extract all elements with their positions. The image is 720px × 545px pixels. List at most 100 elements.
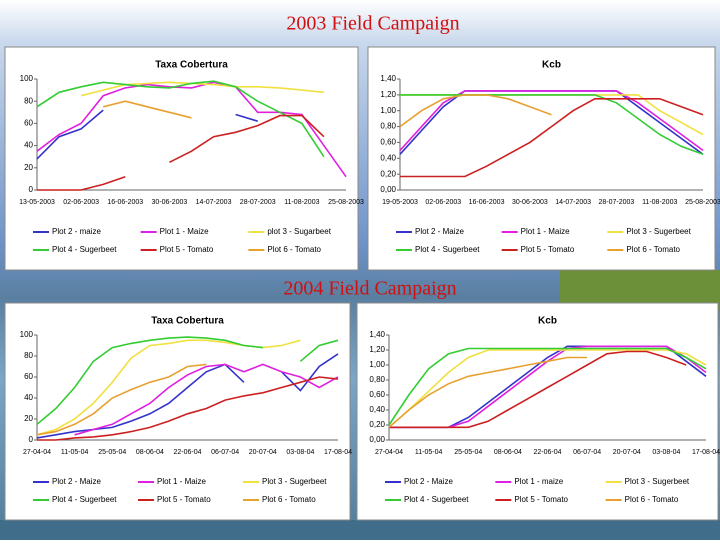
panel — [4, 46, 359, 271]
x-tick-label: 17-08-04 — [692, 449, 720, 456]
y-tick-label: 0,00 — [380, 185, 396, 194]
legend-label: Plot 3 - Sugerbeet — [262, 477, 327, 486]
x-tick-label: 25-08-2003 — [685, 199, 720, 206]
y-tick-label: 100 — [20, 74, 34, 83]
x-tick-label: 13-05-2003 — [19, 199, 55, 206]
y-tick-label: 0,40 — [380, 153, 396, 162]
y-tick-label: 0 — [29, 435, 34, 444]
series-line — [36, 353, 339, 439]
x-tick-label: 25-05-04 — [98, 449, 126, 456]
x-tick-label: 30-06-2003 — [152, 199, 188, 206]
y-tick-label: 60 — [24, 119, 33, 128]
x-tick-label: 06-07-04 — [211, 449, 239, 456]
legend-label: Plot 5 - Tomato — [157, 495, 211, 504]
series-line — [37, 114, 325, 191]
heading: 2003 Field Campaign — [286, 13, 459, 35]
y-tick-label: 0,40 — [369, 405, 385, 414]
series-line — [388, 349, 707, 428]
legend-label: Plot 6 - Tomato — [262, 495, 316, 504]
series-line — [399, 90, 704, 152]
legend-label: Plot 5 - Tomato — [521, 245, 575, 254]
x-tick-label: 25-05-04 — [454, 449, 482, 456]
series-line — [388, 347, 707, 426]
legend-label: Plot 4 - Sugerbeet — [404, 495, 469, 504]
x-tick-label: 06-07-04 — [573, 449, 601, 456]
y-tick-label: 0,60 — [369, 390, 385, 399]
chart-title: Kcb — [538, 316, 557, 327]
series-line — [80, 81, 324, 97]
x-tick-label: 27-04-04 — [375, 449, 403, 456]
x-tick-label: 02-06-2003 — [425, 199, 461, 206]
x-tick-label: 20-07-04 — [249, 449, 277, 456]
series-line — [400, 98, 704, 178]
legend-label: Plot 2 - Maize — [52, 477, 101, 486]
x-tick-label: 27-04-04 — [23, 449, 51, 456]
chart-title: Taxa Cobertura — [155, 60, 228, 71]
y-tick-label: 20 — [24, 163, 33, 172]
panel — [4, 302, 351, 521]
y-tick-label: 40 — [24, 141, 33, 150]
legend-label: Plot 4 - Sugerbeet — [52, 245, 117, 254]
x-tick-label: 30-06-2003 — [512, 199, 548, 206]
y-tick-label: 100 — [20, 330, 34, 339]
water — [0, 520, 720, 540]
x-tick-label: 11-08-2003 — [284, 199, 319, 206]
series-line — [399, 94, 552, 128]
x-tick-label: 03-08-04 — [286, 449, 314, 456]
series-line — [388, 356, 588, 428]
legend-label: plot 3 - Sugarbeet — [267, 227, 331, 236]
x-tick-label: 22-06-04 — [533, 449, 561, 456]
x-tick-label: 08-06-04 — [494, 449, 522, 456]
legend-label: Plot 1 - maize — [514, 477, 563, 486]
legend-label: Plot 6 - Tomato — [267, 245, 321, 254]
series-line — [37, 376, 339, 441]
charts: Taxa Cobertura 0 20 40 60 80 100 13-05-2003 02-0… — [4, 46, 720, 521]
y-tick-label: 0,80 — [369, 375, 385, 384]
legend-label: Plot 3 - Sugerbeet — [625, 477, 690, 486]
x-tick-label: 14-07-2003 — [196, 199, 232, 206]
series-line — [103, 100, 192, 119]
legend-label: Plot 4 - Sugerbeet — [415, 245, 480, 254]
panel — [367, 46, 716, 271]
series-line — [36, 80, 325, 158]
series-line — [400, 94, 704, 156]
y-tick-label: 60 — [24, 372, 33, 381]
legend-label: Plot 2 - Maize — [415, 227, 464, 236]
series-line — [36, 336, 339, 425]
x-tick-label: 16-06-2003 — [107, 199, 143, 206]
y-tick-label: 1,40 — [380, 74, 396, 83]
series-line — [36, 109, 258, 160]
x-tick-label: 20-07-04 — [613, 449, 641, 456]
x-tick-label: 02-06-2003 — [63, 199, 99, 206]
x-tick-label: 22-06-04 — [173, 449, 201, 456]
legend-label: Plot 2 - maize — [52, 227, 101, 236]
y-tick-label: 1,20 — [369, 345, 385, 354]
y-tick-label: 0,00 — [369, 435, 385, 444]
y-tick-label: 0,60 — [380, 138, 396, 147]
legend-label: Plot 5 - Tomato — [160, 245, 214, 254]
y-tick-label: 0,20 — [380, 169, 396, 178]
series-line — [36, 81, 347, 178]
legend-label: Plot 5 - Tomato — [514, 495, 568, 504]
series-line — [74, 363, 339, 436]
x-tick-label: 03-08-04 — [652, 449, 680, 456]
y-tick-label: 80 — [24, 96, 33, 105]
y-tick-label: 0,20 — [369, 420, 385, 429]
x-tick-label: 19-05-2003 — [382, 199, 418, 206]
panel — [356, 302, 719, 521]
y-tick-label: 40 — [24, 393, 33, 402]
y-tick-label: 1,00 — [380, 106, 396, 115]
x-tick-label: 25-08-2003 — [328, 199, 364, 206]
y-tick-label: 1,20 — [380, 90, 396, 99]
y-tick-label: 20 — [24, 414, 33, 423]
series-line — [389, 350, 687, 429]
legend-label: Plot 2 - Maize — [404, 477, 453, 486]
legend-label: Plot 1 - Maize — [160, 227, 209, 236]
y-tick-label: 1,40 — [369, 330, 385, 339]
x-tick-label: 28-07-2003 — [599, 199, 635, 206]
x-tick-label: 08-06-04 — [136, 449, 164, 456]
y-tick-label: 1,00 — [369, 360, 385, 369]
legend-label: Plot 4 - Sugerbeet — [52, 495, 117, 504]
x-tick-label: 11-08-2003 — [642, 199, 677, 206]
